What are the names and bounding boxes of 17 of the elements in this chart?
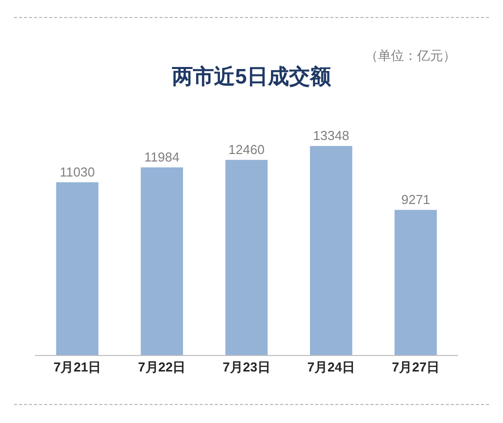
x-tick-label: 7月24日 (307, 360, 355, 375)
bar (140, 167, 184, 355)
chart-title: 两市近5日成交额 (171, 64, 332, 88)
data-label: 11030 (60, 164, 95, 180)
data-label: 12460 (228, 142, 265, 157)
x-tick-label: 7月23日 (222, 360, 270, 375)
data-label: 9271 (401, 192, 430, 207)
text: （单位：亿元） (365, 48, 456, 63)
data-label: 13348 (313, 128, 350, 143)
bar (56, 182, 98, 355)
x-tick-label: 7月27日 (392, 360, 440, 375)
bar (310, 146, 352, 355)
bar (225, 160, 268, 355)
x-tick-label: 7月22日 (138, 360, 186, 375)
x-tick-label: 7月21日 (53, 360, 102, 375)
data-label: 11984 (144, 149, 180, 164)
bar (394, 210, 437, 355)
